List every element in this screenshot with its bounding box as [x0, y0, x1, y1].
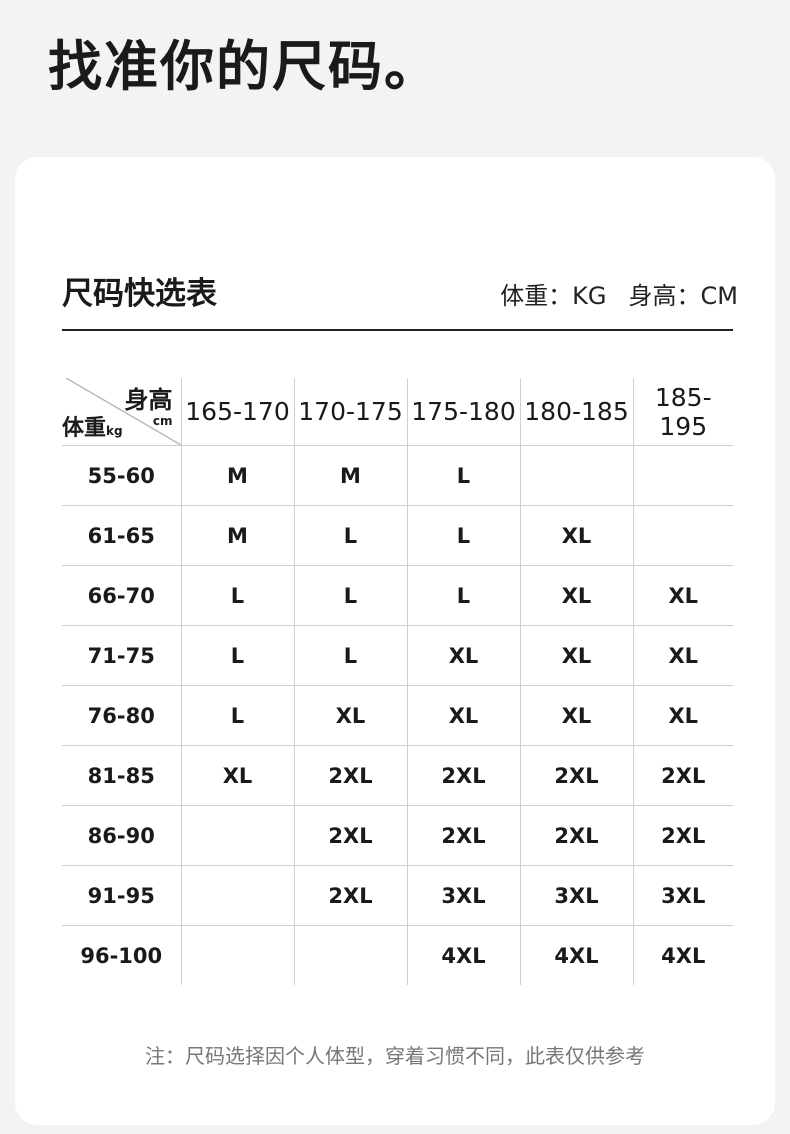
size-cell — [180, 805, 294, 866]
weight-cell: 81-85 — [62, 745, 181, 806]
height-unit: 身高：CM — [628, 282, 738, 310]
size-cell: XL — [180, 745, 294, 806]
size-cell: M — [180, 505, 294, 566]
size-cell: XL — [293, 685, 407, 746]
size-cell: 2XL — [406, 745, 520, 806]
height-label: 身高 — [124, 386, 173, 414]
size-cell — [293, 925, 407, 985]
size-table: 身高 cm 体重kg 165-170 170-175 175-180 180-185 1… — [62, 378, 733, 985]
table-row: 55-60 M M L — [62, 445, 733, 506]
corner-cell: 身高 cm 体重kg — [62, 378, 181, 446]
weight-cell: 76-80 — [62, 685, 181, 746]
size-cell — [632, 445, 733, 506]
size-cell: 3XL — [632, 865, 733, 926]
size-cell: XL — [519, 505, 633, 566]
weight-cell: 61-65 — [62, 505, 181, 566]
divider — [62, 329, 733, 331]
size-cell: 2XL — [632, 805, 733, 866]
size-cell: XL — [406, 685, 520, 746]
weight-unit: 体重：KG — [500, 282, 607, 310]
header-row: 身高 cm 体重kg 165-170 170-175 175-180 180-185 1… — [62, 378, 733, 446]
size-cell: 4XL — [519, 925, 633, 985]
size-cell: M — [293, 445, 407, 506]
diagonal-line — [65, 378, 181, 445]
size-cell: L — [406, 505, 520, 566]
size-cell: XL — [632, 625, 733, 686]
size-cell: L — [180, 565, 294, 626]
size-cell — [519, 445, 633, 506]
size-cell: 3XL — [406, 865, 520, 926]
table-row: 66-70 L L L XL XL — [62, 565, 733, 626]
size-cell: XL — [519, 625, 633, 686]
height-unit-label: cm — [152, 414, 173, 428]
weight-cell: 66-70 — [62, 565, 181, 626]
weight-cell: 96-100 — [80, 943, 163, 968]
size-cell: L — [293, 625, 407, 686]
footnote: 注：尺码选择因个人体型，穿着习惯不同，此表仅供参考 — [145, 1044, 645, 1068]
size-cell: 2XL — [632, 745, 733, 806]
size-cell: 2XL — [519, 745, 633, 806]
size-cell — [180, 925, 294, 985]
table-row: 91-95 2XL 3XL 3XL 3XL — [62, 865, 733, 926]
size-cell: XL — [519, 685, 633, 746]
size-cell: 2XL — [519, 805, 633, 866]
table-row: 81-85 XL 2XL 2XL 2XL 2XL — [62, 745, 733, 806]
size-cell: XL — [632, 685, 733, 746]
size-cell: L — [180, 625, 294, 686]
size-cell: 4XL — [632, 925, 733, 985]
column-header: 165-170 — [180, 378, 294, 446]
size-cell: 2XL — [406, 805, 520, 866]
chart-title: 尺码快选表 — [62, 276, 217, 312]
table-row: 86-90 2XL 2XL 2XL 2XL — [62, 805, 733, 866]
column-header: 180-185 — [519, 378, 633, 446]
size-cell: XL — [632, 565, 733, 626]
weight-cell: 71-75 — [62, 625, 181, 686]
weight-cell: 91-95 — [62, 865, 181, 926]
size-cell: L — [406, 445, 520, 506]
weight-cell: 55-60 — [62, 445, 181, 506]
table-row: 71-75 L L XL XL XL — [62, 625, 733, 686]
size-cell: XL — [519, 565, 633, 626]
page-title: 找准你的尺码。 — [48, 35, 440, 98]
size-cell: 4XL — [406, 925, 520, 985]
column-header: 185-195 — [632, 378, 733, 446]
size-cell: 3XL — [519, 865, 633, 926]
column-header: 170-175 — [293, 378, 407, 446]
size-cell: L — [180, 685, 294, 746]
size-cell: 2XL — [293, 805, 407, 866]
size-cell: XL — [406, 625, 520, 686]
size-cell — [180, 865, 294, 926]
size-cell: 2XL — [293, 745, 407, 806]
column-header: 175-180 — [406, 378, 520, 446]
size-cell: M — [180, 445, 294, 506]
table-row: 61-65 M L L XL — [62, 505, 733, 566]
size-cell: L — [293, 505, 407, 566]
units-legend: 体重：KG 身高：CM — [478, 276, 738, 311]
weight-cell: 86-90 — [62, 805, 181, 866]
size-cell — [632, 505, 733, 566]
weight-label: 体重kg — [62, 416, 123, 441]
size-cell: L — [293, 565, 407, 626]
size-cell: L — [406, 565, 520, 626]
size-cell: 2XL — [293, 865, 407, 926]
table-row: 76-80 L XL XL XL XL — [62, 685, 733, 746]
table-row: 96-100 4XL 4XL 4XL — [62, 925, 733, 985]
